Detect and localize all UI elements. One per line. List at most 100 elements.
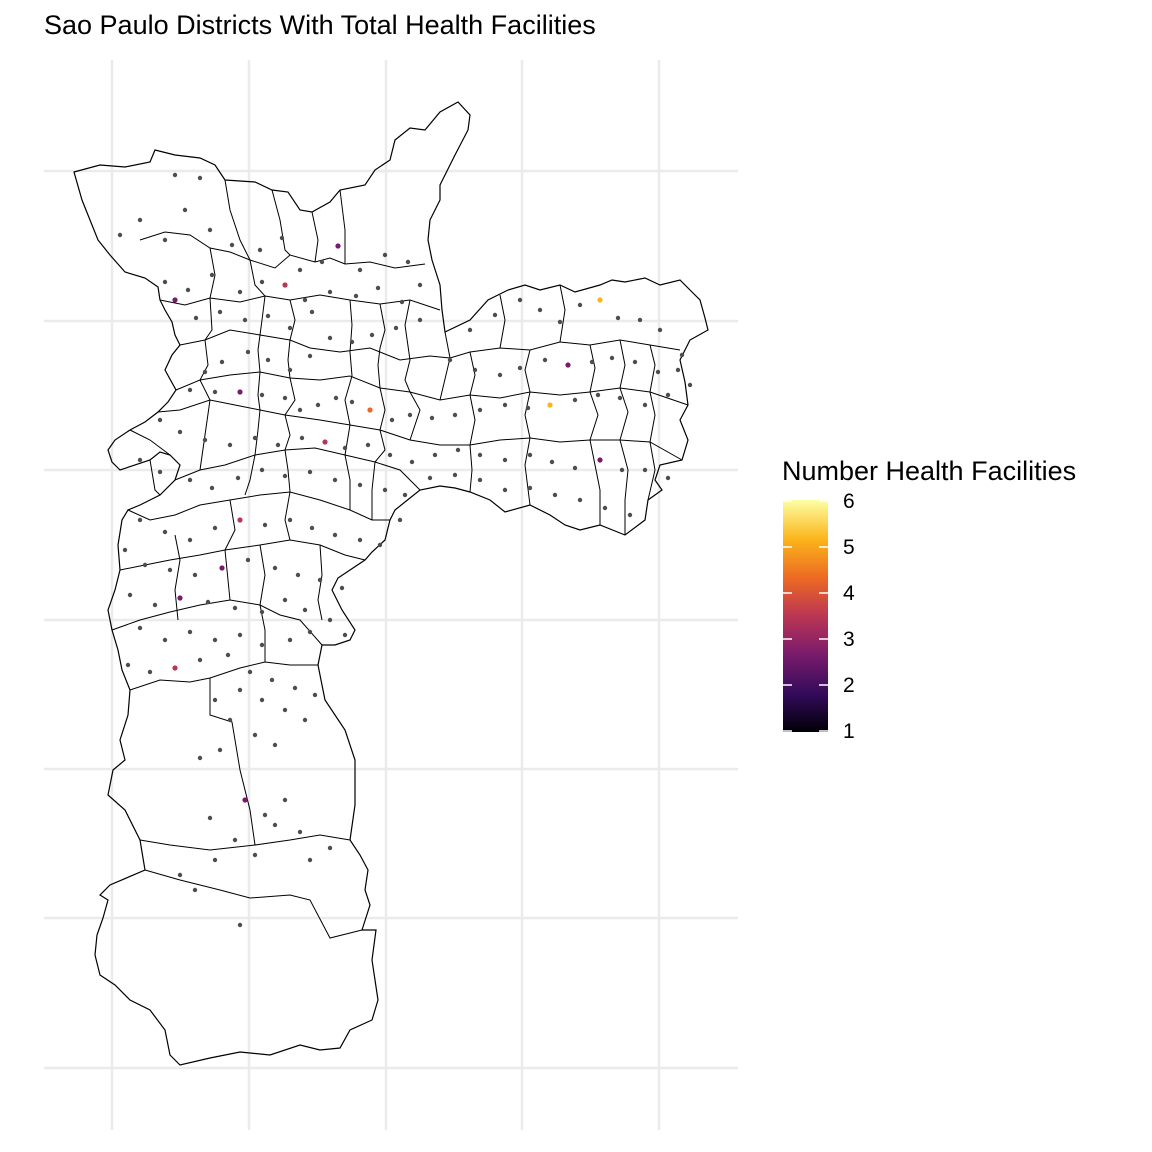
facility-point [212,637,218,643]
facility-point [565,362,571,368]
facility-point [335,243,341,249]
facility-point [202,369,208,375]
facility-point [637,317,643,323]
facility-point [527,485,533,491]
facility-point [302,297,308,303]
facility-point [632,359,638,365]
facility-point [177,872,183,878]
legend-label-6: 6 [843,490,855,513]
facility-point [297,407,303,413]
facility-point [417,282,423,288]
facility-point [172,297,178,303]
facility-point [247,669,253,675]
facility-point [417,317,423,323]
facility-point [202,437,208,443]
facility-point [467,327,473,333]
facility-points [117,172,693,928]
facility-point [137,217,143,223]
facility-point [227,717,233,723]
facility-point [162,637,168,643]
facility-point [232,837,238,843]
facility-point [142,562,148,568]
facility-point [342,632,348,638]
facility-point [309,525,315,531]
facility-point [187,387,193,393]
facility-point [252,435,258,441]
facility-point [245,349,251,355]
facility-point [172,665,178,671]
facility-point [387,452,393,458]
facility-point [342,445,348,451]
plot-title: Sao Paulo Districts With Total Health Fa… [44,10,596,40]
facility-point [369,332,375,338]
facility-point [517,365,523,371]
facility-point [665,475,671,481]
legend-label-5: 5 [843,536,855,559]
facility-point [235,475,241,481]
facility-point [219,565,225,571]
facility-point [517,297,523,303]
facility-point [393,325,399,331]
facility-point [327,335,333,341]
district-borders [111,179,689,939]
facility-point [137,457,143,463]
facility-point [187,537,193,543]
facility-point [282,282,288,288]
facility-point [287,367,293,373]
facility-point [597,297,603,303]
facility-point [572,397,578,403]
facility-point [272,565,278,571]
legend-label-3: 3 [843,628,855,651]
facility-point [307,469,313,475]
facility-point [595,392,601,398]
facility-point [455,447,461,453]
facility-point [157,469,163,475]
facility-point [187,477,193,483]
legend-label-1: 1 [843,720,855,743]
facility-point [197,175,203,181]
facility-point [429,415,435,421]
facility-point [242,797,248,803]
facility-point [642,467,648,473]
facility-point [287,325,293,331]
grid-lines [44,60,738,1130]
facility-point [252,732,258,738]
legend-ticks [783,500,828,732]
facility-point [447,357,453,363]
facility-point [237,389,243,395]
facility-point [282,797,288,803]
facility-point [572,465,578,471]
facility-point [237,632,243,638]
facility-point [349,399,355,405]
facility-point [259,467,265,473]
facility-point [537,307,543,313]
facility-point [197,657,203,663]
facility-point [627,512,633,518]
facility-point [137,625,143,631]
facility-point [307,857,313,863]
facility-point [405,259,411,265]
facility-point [477,477,483,483]
facility-point [382,487,388,493]
facility-point [597,457,603,463]
facility-point [185,287,191,293]
facility-point [229,242,235,248]
facility-point [642,402,648,408]
legend-colorbar [783,500,828,732]
facility-point [245,557,251,563]
facility-point [122,547,128,553]
facility-point [615,315,621,321]
facility-point [157,417,163,423]
facility-point [282,473,288,479]
facility-point [477,407,483,413]
facility-point [327,617,333,623]
facility-point [353,293,359,299]
facility-point [219,359,225,365]
facility-point [237,922,243,928]
facility-point [349,339,355,345]
facility-point [212,857,218,863]
facility-point [217,309,223,315]
facility-point [292,685,298,691]
legend-title: Number Health Facilities [782,456,1077,486]
facility-point [282,597,288,603]
